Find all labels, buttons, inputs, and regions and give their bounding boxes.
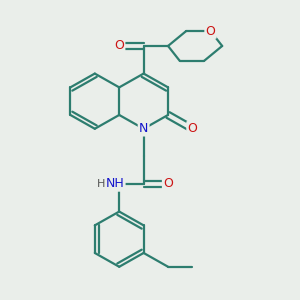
Text: NH: NH xyxy=(106,178,124,190)
Text: O: O xyxy=(163,178,173,190)
Text: N: N xyxy=(139,122,148,135)
Text: H: H xyxy=(97,179,105,189)
Text: O: O xyxy=(206,25,215,38)
Text: O: O xyxy=(188,122,197,135)
Text: O: O xyxy=(114,40,124,52)
